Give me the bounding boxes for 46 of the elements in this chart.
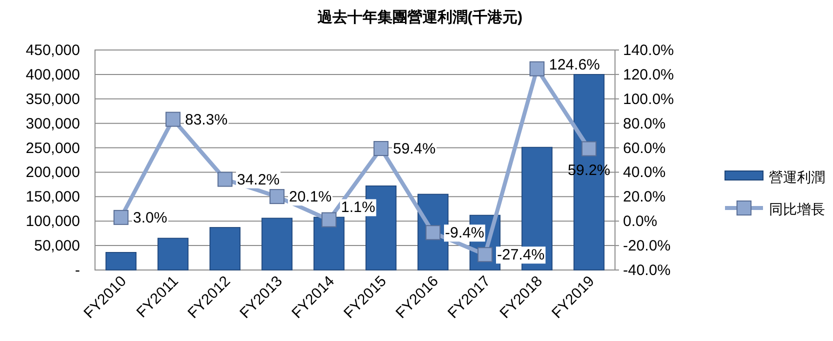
y2-tick-label: 20.0% [623,188,666,206]
y-tick-label: 400,000 [26,66,80,84]
y-tick-label: 50,000 [34,238,80,255]
y-tick-label: - [75,262,80,279]
legend-label: 同比增長 [769,201,825,217]
point [374,141,388,156]
point [114,210,128,225]
data-label: 1.1% [341,199,376,216]
bar [158,238,188,270]
data-label: 124.6% [549,56,600,74]
bar [106,252,136,270]
y2-tick-label: 120.0% [623,66,674,84]
point [322,212,336,228]
y2-tick-label: 140.0% [623,42,674,59]
y-tick-label: 350,000 [26,90,80,108]
point [478,247,492,262]
data-label: 59.4% [393,140,436,158]
y-tick-label: 250,000 [26,140,80,157]
y2-tick-label: -20.0% [623,238,671,255]
y2-tick-label: -40.0% [623,262,671,279]
data-label: 83.3% [185,111,228,128]
bar [210,227,240,270]
data-label: 34.2% [237,171,280,188]
y2-tick-label: 60.0% [623,140,666,157]
data-label: -9.4% [445,224,484,242]
y-tick-label: 200,000 [26,164,80,182]
bar [262,218,292,270]
data-label: -27.4% [497,246,545,264]
data-label: 3.0% [133,209,168,226]
chart-title: 過去十年集團營運利潤(千港元) [316,9,522,26]
point [218,172,232,187]
y-tick-label: 100,000 [26,213,80,230]
point [270,189,284,204]
point [166,112,180,127]
y2-tick-label: 80.0% [623,115,666,132]
y-tick-label: 150,000 [26,188,80,206]
y2-tick-label: 0.0% [623,213,658,230]
y2-tick-label: 100.0% [623,90,674,108]
y2-tick-label: 40.0% [623,164,666,182]
point [426,225,440,240]
legend-label: 營運利潤 [769,169,825,185]
point [582,141,596,156]
y-tick-label: 450,000 [26,42,80,59]
data-label: 20.1% [289,188,332,206]
point [530,61,544,76]
y-tick-label: 300,000 [26,115,80,132]
